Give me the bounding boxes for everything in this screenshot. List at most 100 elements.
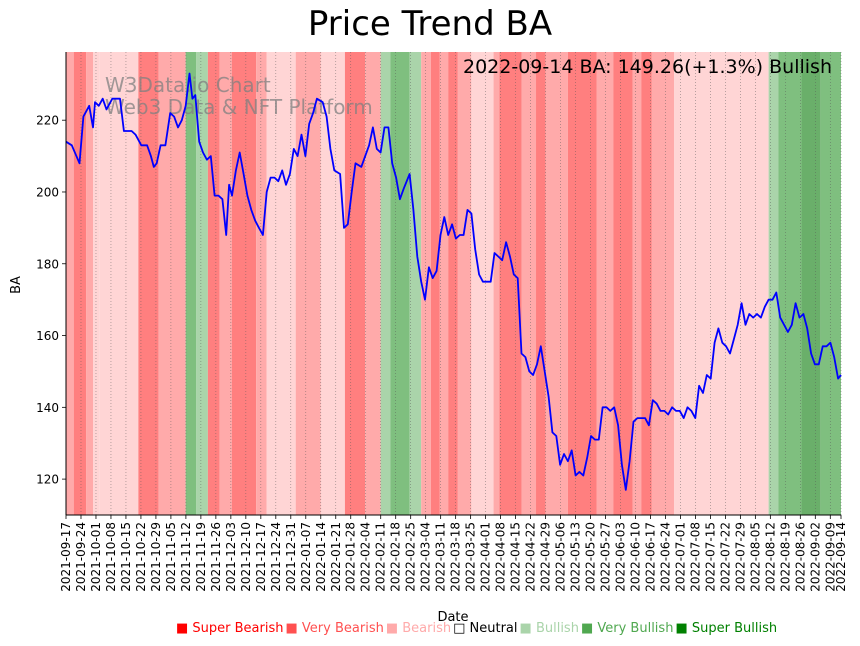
sentiment-bands bbox=[66, 52, 841, 515]
sentiment-band bbox=[457, 52, 472, 515]
sentiment-band bbox=[632, 52, 642, 515]
sentiment-band bbox=[567, 52, 597, 515]
x-axis-ticks: 2021-09-17 2021-09-24 2021-10-01 2021-10-08… bbox=[59, 515, 848, 592]
sentiment-band bbox=[801, 52, 821, 515]
sentiment-band bbox=[232, 52, 257, 515]
x-tick-label: 2022-05-20 bbox=[584, 522, 598, 592]
sentiment-band bbox=[256, 52, 267, 515]
x-tick-label: 2022-09-09 bbox=[823, 522, 837, 592]
sentiment-band bbox=[99, 52, 139, 515]
y-tick-label: 220 bbox=[36, 114, 59, 128]
x-tick-label: 2021-10-08 bbox=[104, 522, 118, 592]
x-tick-label: 2022-04-08 bbox=[494, 522, 508, 592]
x-tick-label: 2022-04-01 bbox=[479, 522, 493, 592]
y-axis-ticks: 120 140 160 180 200 220 bbox=[36, 114, 66, 487]
x-tick-label: 2022-01-21 bbox=[329, 522, 343, 592]
sentiment-band bbox=[596, 52, 614, 515]
legend-item-super-bearish: ■ Super Bearish bbox=[176, 621, 284, 636]
x-tick-label: 2022-03-11 bbox=[434, 522, 448, 592]
sentiment-band bbox=[73, 52, 87, 515]
x-tick-label: 2021-11-26 bbox=[209, 522, 223, 592]
sentiment-band bbox=[185, 52, 197, 515]
sentiment-band bbox=[207, 52, 220, 515]
sentiment-band bbox=[158, 52, 186, 515]
x-tick-label: 2021-11-05 bbox=[164, 522, 178, 592]
legend-swatch: ■ bbox=[176, 621, 193, 636]
legend-label: Very Bearish bbox=[301, 621, 384, 636]
sentiment-band bbox=[365, 52, 381, 515]
legend-label: Super Bearish bbox=[192, 621, 284, 636]
sentiment-band bbox=[390, 52, 410, 515]
price-series-line bbox=[65, 72, 842, 491]
x-tick-label: 2021-11-12 bbox=[179, 522, 193, 592]
x-tick-label: 2021-12-03 bbox=[224, 522, 238, 592]
sentiment-band bbox=[439, 52, 449, 515]
y-tick-label: 120 bbox=[36, 473, 59, 487]
legend-item-very-bullish: ■ Very Bullish bbox=[581, 621, 673, 636]
latest-price-annotation: 2022-09-14 BA: 149.26(+1.3%) Bullish bbox=[463, 56, 832, 78]
x-tick-label: 2022-01-14 bbox=[314, 522, 328, 592]
sentiment-band bbox=[641, 52, 652, 515]
sentiment-band bbox=[430, 52, 440, 515]
x-tick-label: 2022-06-24 bbox=[658, 522, 672, 592]
x-tick-label: 2022-09-14 bbox=[834, 522, 848, 592]
x-tick-label: 2022-07-29 bbox=[733, 522, 747, 592]
sentiment-band bbox=[613, 52, 633, 515]
legend-swatch: ■ bbox=[580, 621, 598, 636]
x-tick-label: 2022-04-15 bbox=[509, 522, 523, 592]
x-tick-label: 2021-11-19 bbox=[194, 522, 208, 592]
x-tick-label: 2022-08-05 bbox=[748, 522, 762, 592]
x-tick-label: 2022-03-04 bbox=[419, 522, 433, 592]
sentiment-band bbox=[778, 52, 802, 515]
x-tick-label: 2021-12-24 bbox=[269, 522, 283, 592]
sentiment-band bbox=[66, 52, 74, 515]
legend-label: Super Bullish bbox=[691, 621, 778, 636]
x-axis-label: Date bbox=[437, 610, 468, 625]
sentiment-band bbox=[266, 52, 296, 515]
x-tick-label: 2022-08-19 bbox=[778, 522, 792, 592]
x-tick-label: 2022-08-26 bbox=[793, 522, 807, 592]
x-tick-label: 2022-06-03 bbox=[613, 522, 627, 592]
x-tick-label: 2022-01-28 bbox=[344, 522, 358, 592]
sentiment-band bbox=[471, 52, 494, 515]
sentiment-band bbox=[536, 52, 546, 515]
x-tick-label: 2021-10-29 bbox=[149, 522, 163, 592]
sentiment-band bbox=[820, 52, 841, 515]
x-tick-label: 2022-05-27 bbox=[599, 522, 613, 592]
x-tick-label: 2022-06-10 bbox=[628, 522, 642, 592]
y-tick-label: 160 bbox=[36, 329, 59, 343]
x-tick-label: 2022-07-22 bbox=[718, 522, 732, 592]
y-tick-label: 200 bbox=[36, 185, 59, 199]
x-tick-label: 2022-08-12 bbox=[763, 522, 777, 592]
sentiment-band bbox=[138, 52, 159, 515]
x-tick-label: 2021-10-01 bbox=[89, 522, 103, 592]
x-tick-label: 2021-09-17 bbox=[59, 522, 73, 592]
sentiment-band bbox=[380, 52, 391, 515]
legend-label: Bullish bbox=[535, 621, 579, 636]
legend-swatch: ■ bbox=[519, 621, 536, 636]
sentiment-band bbox=[545, 52, 568, 515]
sentiment-legend: ■ Super Bearish ■ Very Bearish ■ Bearish □ … bbox=[176, 621, 779, 636]
legend-label: Neutral bbox=[469, 621, 518, 636]
legend-label: Bearish bbox=[402, 621, 452, 636]
chart-title: Price Trend BA bbox=[307, 4, 553, 44]
x-tick-label: 2021-10-22 bbox=[134, 522, 148, 592]
legend-item-bullish: ■ Bullish bbox=[520, 621, 579, 636]
sentiment-band bbox=[86, 52, 94, 515]
y-tick-label: 140 bbox=[36, 401, 59, 415]
legend-item-super-bullish: ■ Super Bullish bbox=[675, 621, 777, 636]
x-tick-label: 2022-03-25 bbox=[464, 522, 478, 592]
x-tick-label: 2022-02-18 bbox=[389, 522, 403, 592]
sentiment-band bbox=[196, 52, 208, 515]
sentiment-band bbox=[768, 52, 779, 515]
x-tick-label: 2022-02-04 bbox=[359, 522, 373, 592]
legend-item-neutral: □ Neutral bbox=[453, 621, 517, 636]
sentiment-band bbox=[409, 52, 422, 515]
legend-swatch: ■ bbox=[385, 621, 403, 636]
watermark-line-2: Web3 Data & NFT Platform bbox=[105, 95, 373, 119]
legend-swatch: ■ bbox=[285, 621, 302, 636]
x-tick-label: 2022-07-01 bbox=[673, 522, 687, 592]
legend-item-very-bearish: ■ Very Bearish bbox=[286, 621, 384, 636]
x-tick-label: 2022-07-15 bbox=[703, 522, 717, 592]
